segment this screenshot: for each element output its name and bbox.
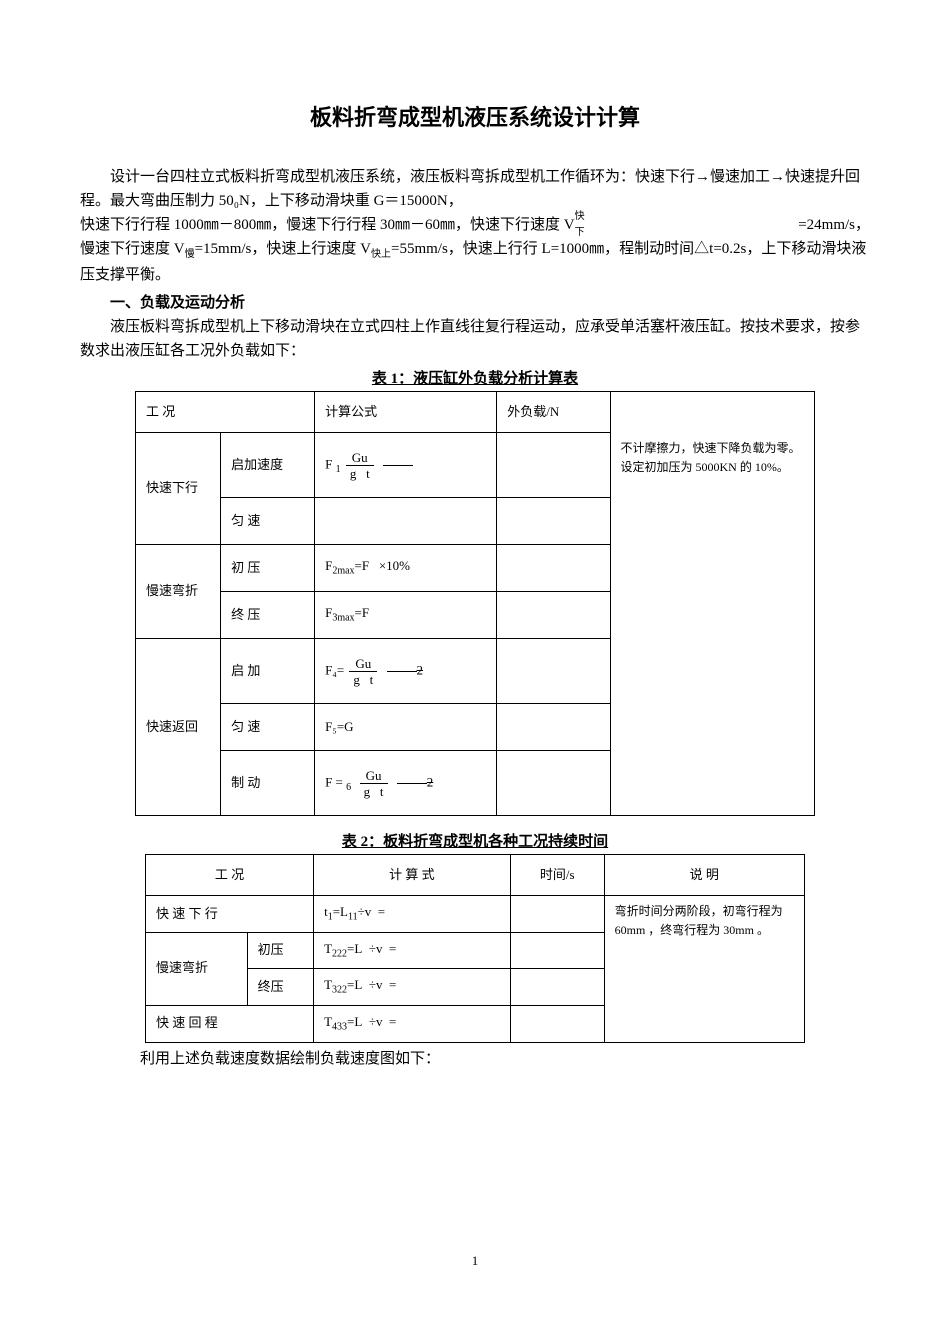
t1-h4 (610, 392, 815, 433)
frac-den1: g (350, 466, 357, 481)
t1-r1d (497, 433, 610, 498)
t2-r2-sub: 222 (332, 948, 347, 959)
table1-header-row: 工 况 计算公式 外负载/N (136, 392, 815, 433)
intro-p2: 快速下行行程 1000㎜－800㎜，慢速下行行程 30㎜－60㎜，快速下行速度 … (80, 213, 870, 237)
t2-r3c: T322=L ÷v = (314, 969, 511, 1006)
t2-notes: 弯折时间分两阶段，初弯行程为 60mm ，终弯行程为 30mm 。 (604, 896, 804, 1042)
t1-r3c-sub: 2max (332, 566, 354, 577)
table1-caption: 表 1：液压缸外负载分析计算表 (80, 367, 870, 391)
table1: 工 况 计算公式 外负载/N 快速下行 启加速度 F 1 Gu g t 不计摩擦… (135, 391, 815, 816)
section1-body: 液压板料弯拆成型机上下移动滑块在立式四柱上作直线往复行程运动，应承受单活塞杆液压… (80, 315, 870, 363)
page-number: 1 (80, 1251, 870, 1272)
t2-r2b: 初压 (247, 932, 313, 969)
intro-p2-sub: 快下 (575, 209, 593, 241)
t2-r4c: T433=L ÷v = (314, 1005, 511, 1042)
t2-r3b: 终压 (247, 969, 313, 1006)
intro-p2-text: 快速下行行程 1000㎜－800㎜，慢速下行行程 30㎜－60㎜，快速下行速度 … (80, 217, 575, 233)
t1-r1a: 快速下行 (136, 433, 221, 545)
t1-r3d (497, 545, 610, 592)
t1-r5d (497, 639, 610, 704)
t1-r1c-sub: 1 (336, 464, 341, 475)
t1-r5b: 启 加 (221, 639, 315, 704)
intro-p3-sub2: 快上 (371, 249, 391, 260)
t1-r7c-sub: 6 (346, 782, 351, 793)
t2-r1d (510, 896, 604, 933)
t1-r4c-sub: 3max (332, 613, 354, 624)
t1-h2: 计算公式 (315, 392, 497, 433)
t1-h1: 工 况 (136, 392, 315, 433)
t2-r4-sub: 433 (332, 1022, 347, 1033)
t1-r7b: 制 动 (221, 751, 315, 816)
t1-r6b: 匀 速 (221, 704, 315, 751)
t1-r1c: F 1 Gu g t (315, 433, 497, 498)
frac-den1-5: g (353, 672, 360, 687)
intro-p3: 慢速下行速度 V慢=15mm/s，快速上行速度 V快上=55mm/s，快速上行行… (80, 237, 870, 287)
intro-p3a: 慢速下行速度 V (80, 241, 185, 257)
t1-r6c: F₅=G (315, 704, 497, 751)
line-seg (383, 465, 413, 466)
t1-r7c-pre: F = (325, 774, 343, 789)
t2-r3d (510, 969, 604, 1006)
t1-r2d (497, 498, 610, 545)
t1-r3b: 初 压 (221, 545, 315, 592)
t1-r7d (497, 751, 610, 816)
intro-p3-sub1: 慢 (185, 249, 195, 260)
t2-r1c: t1=L11÷v = (314, 896, 511, 933)
t1-r5c-pre: F₄= (325, 662, 344, 677)
t1-r6d (497, 704, 610, 751)
frac-den2: t (366, 466, 370, 481)
page-title: 板料折弯成型机液压系统设计计算 (80, 100, 870, 135)
frac-num5: Gu (349, 657, 377, 672)
t2-r4d (510, 1005, 604, 1042)
intro-p3b: =15mm/s，快速上行速度 V (195, 241, 371, 257)
t1-r7c: F = 6 Gu g t 2 (315, 751, 497, 816)
t2-r4a: 快 速 回 程 (146, 1005, 314, 1042)
frac-num: Gu (346, 451, 374, 466)
t1-r5c-post: 2 (417, 662, 424, 677)
frac-den2-7: t (380, 784, 384, 799)
line-seg5 (387, 671, 417, 672)
t2-r2a: 慢速弯折 (146, 932, 248, 1005)
t2-r2c: T222=L ÷v = (314, 932, 511, 969)
t2-r1-sub: 11 (348, 912, 358, 923)
t1-r3c: F2max=F ×10% (315, 545, 497, 592)
table2: 工 况 计 算 式 时间/s 说 明 快 速 下 行 t1=L11÷v = 弯折… (145, 854, 805, 1042)
t1-r3a: 慢速弯折 (136, 545, 221, 639)
intro-p1: 设计一台四柱立式板料折弯成型机液压系统，液压板料弯拆成型机工作循环为：快速下行→… (80, 165, 870, 213)
frac-den1-7: g (364, 784, 371, 799)
t2-r3-sub: 322 (332, 985, 347, 996)
t1-r5a: 快速返回 (136, 639, 221, 816)
t1-r4d (497, 592, 610, 639)
t1-r4b: 终 压 (221, 592, 315, 639)
t1-r1b: 启加速度 (221, 433, 315, 498)
intro-p2-val: =24mm/s， (798, 213, 870, 237)
t1-r7c-post: 2 (427, 774, 434, 789)
t2-h1: 工 况 (146, 855, 314, 896)
t1-notes: 不计摩擦力，快速下降负载为零。设定初加压为 5000KN 的 10%。 (610, 433, 815, 816)
t2-h2: 计 算 式 (314, 855, 511, 896)
closing-text: 利用上述负载速度数据绘制负载速度图如下： (140, 1047, 870, 1071)
frac-num7: Gu (360, 769, 388, 784)
section1-head: 一、负载及运动分析 (80, 291, 870, 315)
t1-r2b: 匀 速 (221, 498, 315, 545)
t2-r2d (510, 932, 604, 969)
frac-den2-5: t (370, 672, 374, 687)
t1-r2c (315, 498, 497, 545)
t2-r1a: 快 速 下 行 (146, 896, 314, 933)
table2-row1: 快 速 下 行 t1=L11÷v = 弯折时间分两阶段，初弯行程为 60mm ，… (146, 896, 805, 933)
t2-h3: 时间/s (510, 855, 604, 896)
table2-header-row: 工 况 计 算 式 时间/s 说 明 (146, 855, 805, 896)
t1-h3: 外负载/N (497, 392, 610, 433)
table1-row1: 快速下行 启加速度 F 1 Gu g t 不计摩擦力，快速下降负载为零。设定初加… (136, 433, 815, 498)
line-seg7 (397, 783, 427, 784)
t1-r5c: F₄= Gu g t 2 (315, 639, 497, 704)
t2-h4: 说 明 (604, 855, 804, 896)
table2-caption: 表 2：板料折弯成型机各种工况持续时间 (80, 830, 870, 854)
t1-r4c: F3max=F (315, 592, 497, 639)
t1-r1c-pre: F (325, 456, 335, 471)
